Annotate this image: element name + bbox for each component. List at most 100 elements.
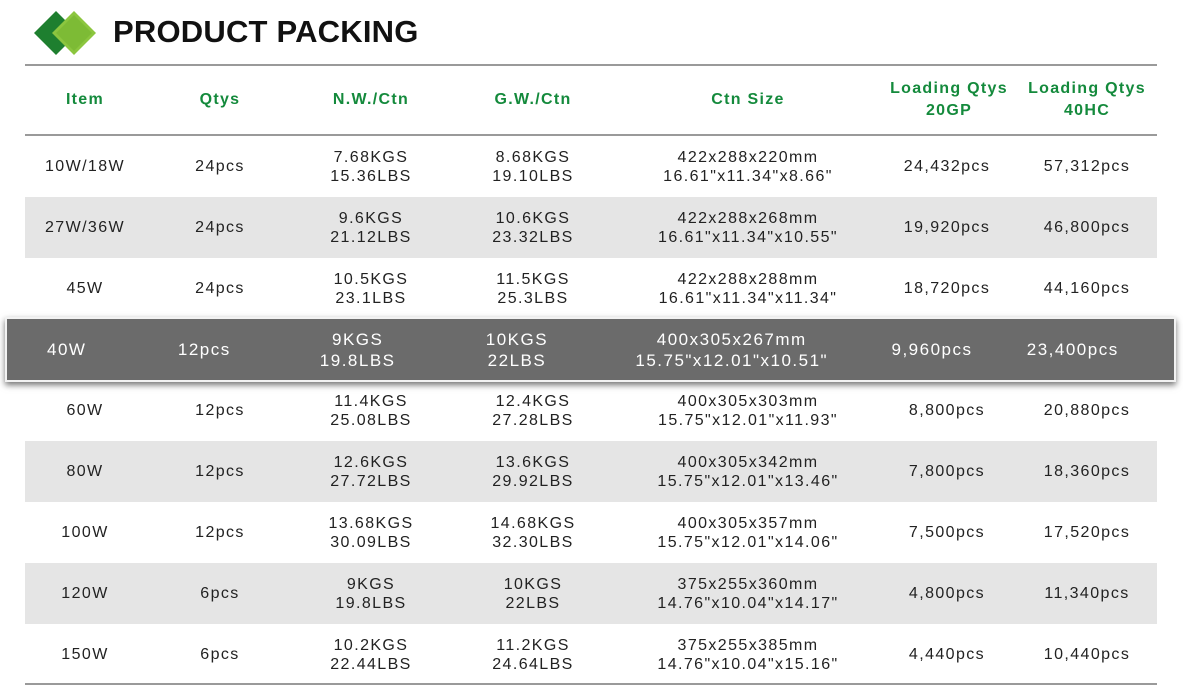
cell-nw-kgs: 10.5KGS bbox=[333, 270, 409, 288]
cell-loading-40hc: 20,880pcs bbox=[1043, 402, 1131, 419]
cell-size-in: 15.75"x12.01"x14.06" bbox=[657, 533, 839, 551]
cell-size-in: 14.76"x10.04"x14.17" bbox=[657, 594, 839, 612]
cell-gw-kgs: 11.2KGS bbox=[496, 636, 570, 654]
cell-nw-lbs: 30.09LBS bbox=[330, 533, 412, 551]
cell-nw-kgs: 10.2KGS bbox=[333, 636, 409, 654]
cell-nw-lbs: 19.8LBS bbox=[319, 350, 396, 370]
cell-loading-20gp: 24,432pcs bbox=[903, 158, 991, 175]
table-row-highlighted: 40W 12pcs 9KGS 19.8LBS 10KGS 22LBS 400x305… bbox=[5, 317, 1176, 382]
cell-qtys: 24pcs bbox=[195, 219, 245, 236]
cell-item: 120W bbox=[61, 585, 109, 602]
cell-size-mm: 400x305x342mm bbox=[677, 453, 819, 471]
cell-loading-20gp: 19,920pcs bbox=[903, 219, 991, 236]
cell-qtys: 12pcs bbox=[195, 463, 245, 480]
table-row: 45W 24pcs 10.5KGS 23.1LBS 11.5KGS 25.3LBS … bbox=[25, 258, 1157, 319]
cell-qtys: 12pcs bbox=[195, 402, 245, 419]
cell-nw: 11.4KGS 25.08LBS bbox=[295, 392, 447, 430]
cell-gw-lbs: 29.92LBS bbox=[492, 472, 574, 490]
cell-size-mm: 400x305x303mm bbox=[677, 392, 819, 410]
green-diamond-logo-icon bbox=[34, 11, 96, 55]
header-item: Item bbox=[65, 91, 105, 108]
table-row: 27W/36W 24pcs 9.6KGS 21.12LBS 10.6KGS 23.3… bbox=[25, 197, 1157, 258]
cell-size-mm: 375x255x360mm bbox=[677, 575, 819, 593]
cell-qtys: 6pcs bbox=[200, 585, 240, 602]
cell-size-in: 15.75"x12.01"x11.93" bbox=[658, 411, 838, 429]
cell-size-mm: 422x288x288mm bbox=[677, 270, 819, 288]
header-gw: G.W./Ctn bbox=[494, 91, 572, 108]
cell-item: 40W bbox=[47, 340, 87, 359]
cell-gw-lbs: 27.28LBS bbox=[492, 411, 574, 429]
cell-ctn-size: 400x305x357mm 15.75"x12.01"x14.06" bbox=[619, 514, 877, 552]
cell-size-in: 15.75"x12.01"x10.51" bbox=[635, 350, 829, 370]
table-body: 10W/18W 24pcs 7.68KGS 15.36LBS 8.68KGS 19.… bbox=[25, 136, 1157, 685]
cell-loading-20gp: 9,960pcs bbox=[891, 340, 973, 359]
cell-size-mm: 422x288x220mm bbox=[677, 148, 819, 166]
cell-ctn-size: 422x288x288mm 16.61"x11.34"x11.34" bbox=[619, 270, 877, 308]
cell-gw: 11.5KGS 25.3LBS bbox=[447, 270, 619, 308]
cell-nw-kgs: 9.6KGS bbox=[338, 209, 404, 227]
cell-qtys: 12pcs bbox=[195, 524, 245, 541]
cell-gw: 10.6KGS 23.32LBS bbox=[447, 209, 619, 247]
cell-loading-40hc: 18,360pcs bbox=[1043, 463, 1131, 480]
cell-gw-kgs: 13.6KGS bbox=[495, 453, 571, 471]
header-loading-20gp: Loading Qtys 20GP bbox=[890, 80, 1008, 119]
cell-gw-lbs: 22LBS bbox=[487, 350, 547, 370]
cell-item: 60W bbox=[66, 402, 104, 419]
cell-nw: 7.68KGS 15.36LBS bbox=[295, 148, 447, 186]
cell-size-in: 16.61"x11.34"x10.55" bbox=[658, 228, 838, 246]
cell-loading-20gp: 18,720pcs bbox=[903, 280, 991, 297]
cell-item: 80W bbox=[66, 463, 104, 480]
cell-loading-40hc: 23,400pcs bbox=[1026, 340, 1119, 359]
cell-nw-lbs: 27.72LBS bbox=[330, 472, 412, 490]
cell-nw: 9KGS 19.8LBS bbox=[295, 575, 447, 613]
cell-size-mm: 422x288x268mm bbox=[677, 209, 819, 227]
cell-nw-kgs: 11.4KGS bbox=[334, 392, 408, 410]
cell-gw-kgs: 11.5KGS bbox=[496, 270, 570, 288]
cell-ctn-size: 422x288x268mm 16.61"x11.34"x10.55" bbox=[619, 209, 877, 247]
cell-size-in: 16.61"x11.34"x11.34" bbox=[658, 289, 838, 307]
cell-nw-lbs: 22.44LBS bbox=[330, 655, 412, 673]
cell-size-mm: 400x305x267mm bbox=[656, 329, 807, 349]
table-top-rule bbox=[25, 64, 1157, 66]
cell-nw-lbs: 21.12LBS bbox=[330, 228, 412, 246]
cell-gw: 14.68KGS 32.30LBS bbox=[447, 514, 619, 552]
cell-ctn-size: 400x305x342mm 15.75"x12.01"x13.46" bbox=[619, 453, 877, 491]
cell-loading-40hc: 57,312pcs bbox=[1043, 158, 1131, 175]
cell-size-in: 15.75"x12.01"x13.46" bbox=[657, 472, 839, 490]
cell-nw-kgs: 12.6KGS bbox=[333, 453, 409, 471]
cell-gw: 12.4KGS 27.28LBS bbox=[447, 392, 619, 430]
header-qtys: Qtys bbox=[199, 91, 241, 108]
cell-ctn-size: 375x255x385mm 14.76"x10.04"x15.16" bbox=[619, 636, 877, 674]
cell-loading-20gp: 4,800pcs bbox=[908, 585, 986, 602]
cell-gw: 8.68KGS 19.10LBS bbox=[447, 148, 619, 186]
header-ctn-size: Ctn Size bbox=[711, 91, 785, 108]
cell-gw: 11.2KGS 24.64LBS bbox=[447, 636, 619, 674]
cell-qtys: 24pcs bbox=[195, 280, 245, 297]
cell-nw-lbs: 15.36LBS bbox=[330, 167, 412, 185]
cell-item: 45W bbox=[66, 280, 104, 297]
table-row: 60W 12pcs 11.4KGS 25.08LBS 12.4KGS 27.28LB… bbox=[25, 380, 1157, 441]
cell-gw-kgs: 10KGS bbox=[485, 329, 549, 349]
cell-gw-lbs: 19.10LBS bbox=[492, 167, 574, 185]
cell-loading-40hc: 44,160pcs bbox=[1043, 280, 1131, 297]
cell-nw: 10.2KGS 22.44LBS bbox=[295, 636, 447, 674]
cell-qtys: 24pcs bbox=[195, 158, 245, 175]
cell-gw-kgs: 10.6KGS bbox=[495, 209, 571, 227]
cell-size-in: 14.76"x10.04"x15.16" bbox=[657, 655, 839, 673]
table-header: Item Qtys N.W./Ctn G.W./Ctn Ctn Size Loa… bbox=[25, 66, 1157, 134]
header-loading-40hc: Loading Qtys 40HC bbox=[1028, 80, 1146, 119]
cell-loading-40hc: 17,520pcs bbox=[1043, 524, 1131, 541]
cell-gw-lbs: 32.30LBS bbox=[492, 533, 574, 551]
page-title: PRODUCT PACKING bbox=[113, 14, 419, 49]
cell-loading-20gp: 8,800pcs bbox=[908, 402, 986, 419]
cell-size-in: 16.61"x11.34"x8.66" bbox=[663, 167, 833, 185]
cell-ctn-size: 400x305x267mm 15.75"x12.01"x10.51" bbox=[572, 329, 892, 371]
table-row: 100W 12pcs 13.68KGS 30.09LBS 14.68KGS 32.3… bbox=[25, 502, 1157, 563]
cell-item: 150W bbox=[61, 646, 109, 663]
cell-ctn-size: 375x255x360mm 14.76"x10.04"x14.17" bbox=[619, 575, 877, 613]
cell-loading-20gp: 7,800pcs bbox=[908, 463, 986, 480]
cell-nw-kgs: 13.68KGS bbox=[328, 514, 414, 532]
cell-gw-lbs: 23.32LBS bbox=[492, 228, 574, 246]
cell-nw: 9.6KGS 21.12LBS bbox=[295, 209, 447, 247]
cell-gw-lbs: 24.64LBS bbox=[492, 655, 574, 673]
